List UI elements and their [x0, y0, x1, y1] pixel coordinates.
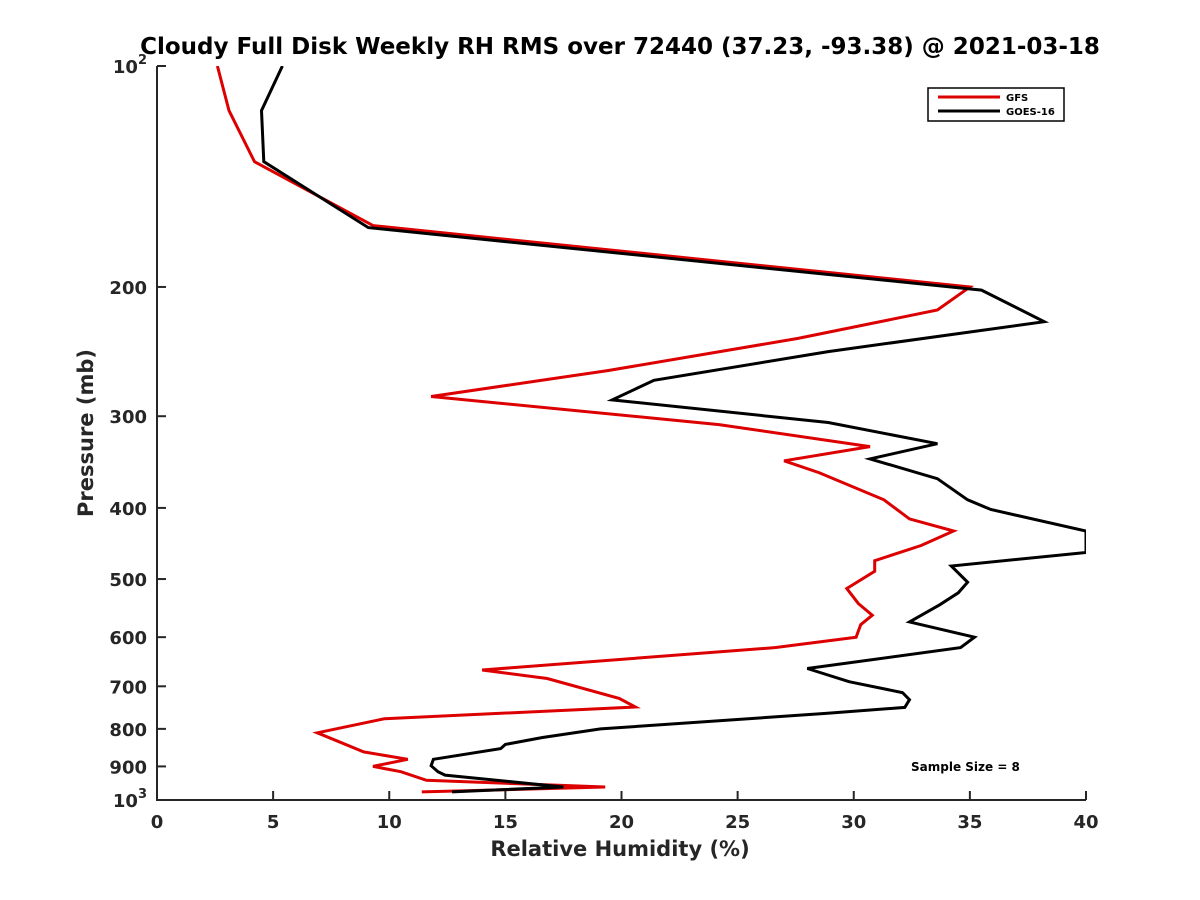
legend-box: [927, 87, 1065, 122]
x-tick-label: 25: [725, 812, 750, 833]
sample-size-annotation: Sample Size = 8: [911, 760, 1020, 774]
x-tick-label: 0: [151, 812, 164, 833]
y-tick-label: 600: [109, 628, 147, 649]
x-tick-label: 40: [1073, 812, 1098, 833]
x-tick-label: 15: [493, 812, 518, 833]
plot-area: 0 5 10 15 20 25 30 35 40 102 200 300 400 500 600 700 80…: [109, 53, 1098, 833]
y-tick-label: 500: [109, 570, 147, 591]
legend-label-gfs: GFS: [1006, 93, 1028, 104]
y-tick-label: 400: [109, 499, 147, 520]
x-tick-label: 35: [957, 812, 982, 833]
chart-title: Cloudy Full Disk Weekly RH RMS over 7244…: [140, 34, 1100, 60]
axes: [156, 66, 1086, 801]
y-tick-label: 300: [109, 407, 147, 428]
y-tick-label: 103: [113, 787, 147, 812]
y-tick-label: 800: [109, 720, 147, 741]
y-axis-label: Pressure (mb): [74, 349, 98, 517]
y-axis-ticks: 102 200 300 400 500 600 700 800 900 103: [109, 53, 166, 812]
y-tick-label: 102: [113, 53, 147, 78]
data-lines: [215, 66, 1086, 794]
x-tick-label: 10: [377, 812, 402, 833]
x-axis-ticks: 0 5 10 15 20 25 30 35 40: [151, 791, 1099, 833]
legend: GFS GOES-16: [927, 87, 1065, 122]
y-tick-label: 900: [109, 757, 147, 778]
x-tick-label: 20: [609, 812, 634, 833]
legend-label-goes-16: GOES-16: [1006, 107, 1055, 118]
y-tick-label: 700: [109, 677, 147, 698]
series-line-gfs: [215, 66, 975, 794]
y-tick-label: 200: [109, 278, 147, 299]
x-tick-label: 5: [267, 812, 280, 833]
x-tick-label: 30: [841, 812, 866, 833]
series-line-goes-16: [259, 66, 1086, 794]
x-axis-label: Relative Humidity (%): [490, 837, 749, 861]
